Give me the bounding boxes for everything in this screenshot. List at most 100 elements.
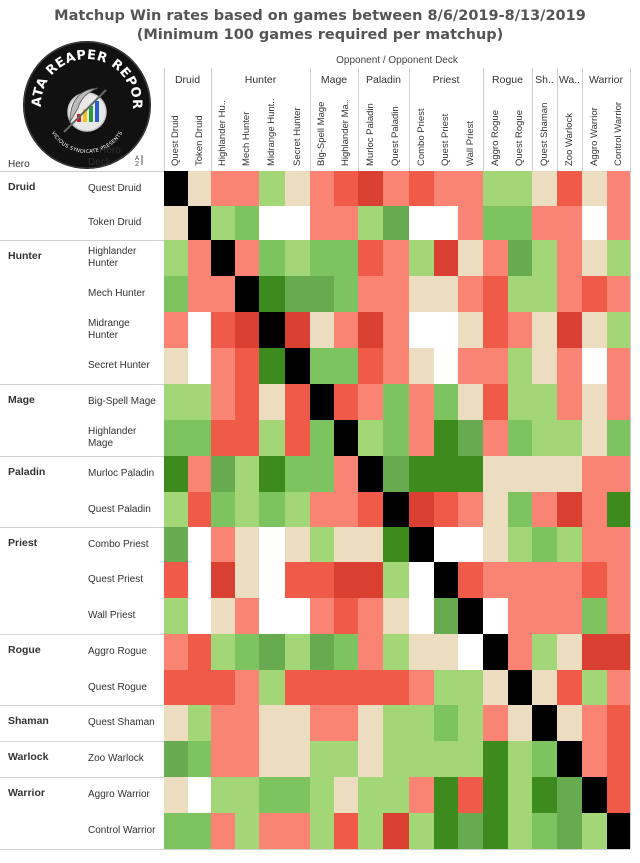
heatmap-cell[interactable] [434, 670, 458, 705]
heatmap-cell[interactable] [188, 634, 211, 670]
heatmap-cell[interactable] [259, 777, 285, 813]
heatmap-cell[interactable] [334, 777, 358, 813]
heatmap-cell[interactable] [582, 420, 607, 456]
heatmap-cell[interactable] [259, 276, 285, 312]
heatmap-cell[interactable] [358, 171, 383, 206]
heatmap-cell[interactable] [285, 562, 310, 598]
heatmap-cell[interactable] [409, 492, 434, 527]
heatmap-cell[interactable] [483, 171, 508, 206]
heatmap-cell[interactable] [458, 384, 483, 420]
heatmap-cell[interactable] [458, 527, 483, 562]
heatmap-cell[interactable] [557, 171, 582, 206]
heatmap-cell[interactable] [483, 813, 508, 849]
heatmap-cell[interactable] [557, 492, 582, 527]
heatmap-cell[interactable] [188, 276, 211, 312]
heatmap-cell[interactable] [582, 598, 607, 634]
heatmap-cell[interactable] [532, 206, 557, 240]
heatmap-cell[interactable] [508, 348, 532, 384]
heatmap-cell[interactable] [483, 527, 508, 562]
heatmap-cell[interactable] [334, 240, 358, 276]
heatmap-cell[interactable] [458, 670, 483, 705]
heatmap-cell[interactable] [285, 348, 310, 384]
heatmap-cell[interactable] [164, 171, 188, 206]
heatmap-cell[interactable] [458, 206, 483, 240]
heatmap-cell[interactable] [532, 171, 557, 206]
heatmap-cell[interactable] [334, 813, 358, 849]
heatmap-cell[interactable] [310, 492, 334, 527]
heatmap-cell[interactable] [607, 634, 630, 670]
heatmap-cell[interactable] [607, 456, 630, 492]
heatmap-cell[interactable] [607, 705, 630, 741]
heatmap-cell[interactable] [483, 598, 508, 634]
heatmap-cell[interactable] [383, 634, 409, 670]
heatmap-cell[interactable] [557, 634, 582, 670]
heatmap-cell[interactable] [532, 777, 557, 813]
heatmap-cell[interactable] [164, 420, 188, 456]
sort-icon[interactable]: A Z [135, 154, 143, 166]
heatmap-cell[interactable] [164, 206, 188, 240]
heatmap-cell[interactable] [358, 492, 383, 527]
heatmap-cell[interactable] [383, 420, 409, 456]
heatmap-cell[interactable] [211, 813, 235, 849]
heatmap-cell[interactable] [310, 171, 334, 206]
heatmap-cell[interactable] [310, 670, 334, 705]
heatmap-cell[interactable] [607, 670, 630, 705]
heatmap-cell[interactable] [409, 384, 434, 420]
heatmap-cell[interactable] [508, 456, 532, 492]
heatmap-cell[interactable] [164, 777, 188, 813]
heatmap-cell[interactable] [310, 206, 334, 240]
heatmap-cell[interactable] [582, 813, 607, 849]
heatmap-cell[interactable] [188, 312, 211, 348]
heatmap-cell[interactable] [483, 741, 508, 777]
heatmap-cell[interactable] [164, 492, 188, 527]
heatmap-cell[interactable] [188, 527, 211, 562]
heatmap-cell[interactable] [188, 705, 211, 741]
heatmap-cell[interactable] [458, 456, 483, 492]
heatmap-cell[interactable] [582, 206, 607, 240]
heatmap-cell[interactable] [582, 634, 607, 670]
heatmap-cell[interactable] [259, 240, 285, 276]
heatmap-cell[interactable] [235, 634, 259, 670]
heatmap-cell[interactable] [334, 276, 358, 312]
heatmap-cell[interactable] [259, 670, 285, 705]
heatmap-cell[interactable] [483, 777, 508, 813]
heatmap-cell[interactable] [582, 492, 607, 527]
heatmap-cell[interactable] [582, 562, 607, 598]
heatmap-cell[interactable] [211, 634, 235, 670]
heatmap-cell[interactable] [235, 705, 259, 741]
heatmap-cell[interactable] [334, 312, 358, 348]
heatmap-cell[interactable] [211, 171, 235, 206]
heatmap-cell[interactable] [532, 240, 557, 276]
heatmap-cell[interactable] [508, 384, 532, 420]
heatmap-cell[interactable] [532, 598, 557, 634]
heatmap-cell[interactable] [383, 240, 409, 276]
heatmap-cell[interactable] [409, 276, 434, 312]
heatmap-cell[interactable] [582, 670, 607, 705]
heatmap-cell[interactable] [164, 384, 188, 420]
heatmap-cell[interactable] [310, 348, 334, 384]
heatmap-cell[interactable] [259, 741, 285, 777]
heatmap-cell[interactable] [483, 420, 508, 456]
heatmap-cell[interactable] [334, 384, 358, 420]
heatmap-cell[interactable] [532, 527, 557, 562]
heatmap-cell[interactable] [409, 705, 434, 741]
heatmap-cell[interactable] [164, 598, 188, 634]
heatmap-cell[interactable] [458, 634, 483, 670]
heatmap-cell[interactable] [334, 670, 358, 705]
heatmap-cell[interactable] [458, 420, 483, 456]
heatmap-cell[interactable] [164, 813, 188, 849]
heatmap-cell[interactable] [358, 312, 383, 348]
heatmap-cell[interactable] [532, 813, 557, 849]
heatmap-cell[interactable] [434, 527, 458, 562]
heatmap-cell[interactable] [358, 741, 383, 777]
heatmap-cell[interactable] [188, 456, 211, 492]
heatmap-cell[interactable] [458, 312, 483, 348]
heatmap-cell[interactable] [383, 527, 409, 562]
heatmap-cell[interactable] [434, 206, 458, 240]
heatmap-cell[interactable] [458, 348, 483, 384]
heatmap-cell[interactable] [310, 562, 334, 598]
heatmap-cell[interactable] [164, 670, 188, 705]
heatmap-cell[interactable] [310, 777, 334, 813]
heatmap-cell[interactable] [607, 813, 630, 849]
heatmap-cell[interactable] [483, 384, 508, 420]
